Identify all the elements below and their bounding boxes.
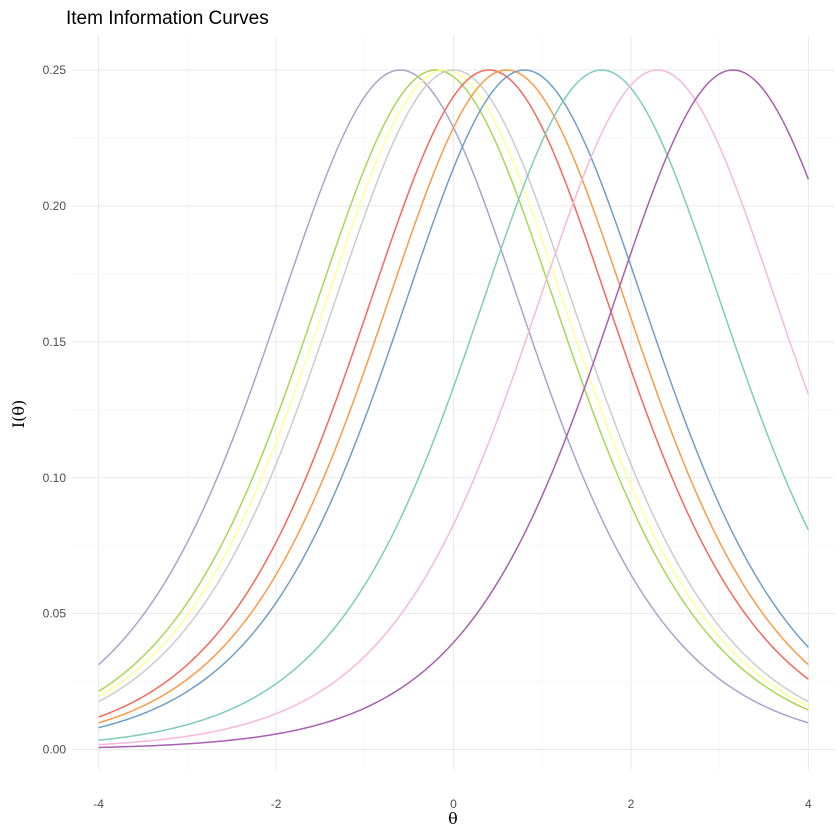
item-curve-3	[98, 69, 809, 707]
y-tick-label: 0.00	[43, 743, 67, 757]
x-axis-ticks: -4 -2 0 2 4	[93, 797, 812, 811]
y-tick-label: 0.10	[43, 471, 67, 485]
item-curve-9	[98, 69, 810, 746]
y-axis-ticks: 0.00 0.05 0.10 0.15 0.20 0.25	[43, 63, 67, 757]
x-tick-label: -4	[93, 797, 104, 811]
item-curve-2	[98, 69, 809, 711]
item-curve-7	[98, 69, 809, 729]
x-tick-label: 4	[805, 797, 812, 811]
curves	[98, 69, 810, 749]
y-tick-label: 0.15	[43, 335, 67, 349]
chart-title: Item Information Curves	[66, 8, 269, 29]
x-axis-label: θ	[448, 809, 458, 828]
item-curve-5	[98, 69, 809, 718]
y-tick-label: 0.25	[43, 63, 67, 77]
x-tick-label: 0	[450, 797, 457, 811]
y-tick-label: 0.05	[43, 607, 67, 621]
x-tick-label: 2	[628, 797, 635, 811]
grid	[72, 36, 835, 770]
y-axis-label: I(θ)	[9, 400, 28, 428]
item-curve-10	[98, 69, 810, 749]
item-curve-4	[98, 69, 809, 703]
y-tick-label: 0.20	[43, 199, 67, 213]
x-tick-label: -2	[271, 797, 282, 811]
item-curve-8	[98, 69, 810, 742]
item-curve-6	[98, 69, 809, 724]
